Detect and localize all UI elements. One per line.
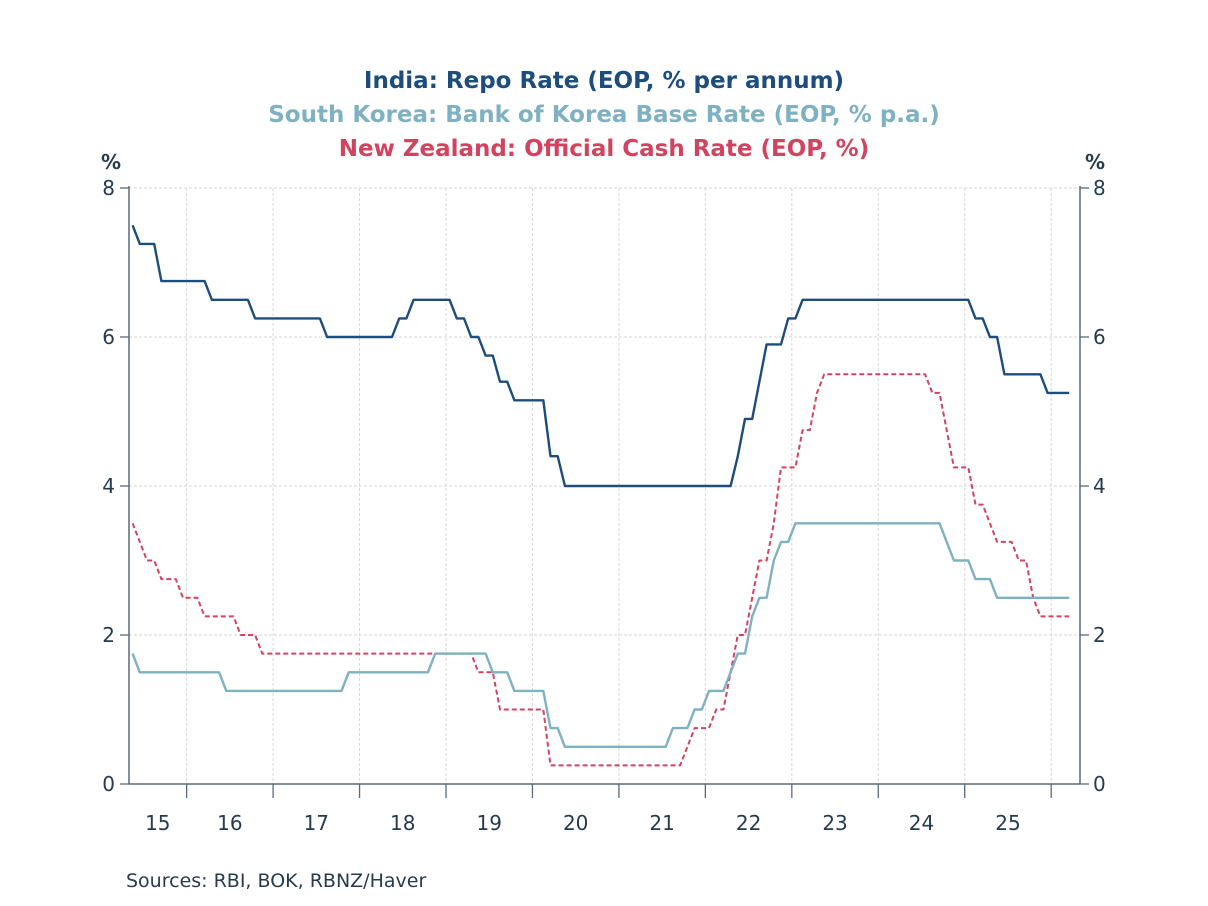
x-tick-label: 24 <box>909 811 934 835</box>
right-axis-unit-label: % <box>1085 150 1106 174</box>
chart-title-korea: South Korea: Bank of Korea Base Rate (EO… <box>268 102 940 128</box>
y-tick-label-right: 2 <box>1093 623 1106 647</box>
y-tick-label-right: 4 <box>1093 474 1106 498</box>
chart-title-india: India: Repo Rate (EOP, % per annum) <box>363 68 845 94</box>
series-line-new-zealand <box>131 373 1070 767</box>
grid-lines <box>129 187 1080 784</box>
axes <box>120 186 1089 798</box>
y-tick-label-left: 6 <box>102 325 115 349</box>
y-tick-label-left: 2 <box>102 623 115 647</box>
x-tick-label: 20 <box>563 811 588 835</box>
y-tick-label-right: 0 <box>1093 772 1106 796</box>
chart-title-new-zealand: New Zealand: Official Cash Rate (EOP, %) <box>338 136 870 162</box>
series-line-india <box>131 224 1070 488</box>
tick-labels: 0 02 24 46 68 815 16 17 18 19 20 21 22 23 24 25 <box>102 176 1105 835</box>
x-tick-label: 19 <box>477 811 502 835</box>
y-tick-label-right: 6 <box>1093 325 1106 349</box>
x-tick-label: 21 <box>649 811 674 835</box>
x-tick-label: 18 <box>390 811 415 835</box>
y-tick-label-left: 8 <box>102 176 115 200</box>
y-tick-label-left: 0 <box>102 772 115 796</box>
series-line-south-korea <box>131 522 1070 748</box>
x-tick-label: 15 <box>145 811 170 835</box>
x-tick-label: 23 <box>822 811 847 835</box>
y-tick-label-left: 4 <box>102 474 115 498</box>
x-tick-label: 16 <box>217 811 242 835</box>
x-tick-label: 22 <box>736 811 761 835</box>
sources-note: Sources: RBI, BOK, RBNZ/Haver <box>126 870 427 892</box>
y-tick-label-right: 8 <box>1093 176 1106 200</box>
series-lines <box>131 224 1070 767</box>
x-tick-label: 25 <box>995 811 1020 835</box>
left-axis-unit-label: % <box>101 150 122 174</box>
x-tick-label: 17 <box>304 811 329 835</box>
